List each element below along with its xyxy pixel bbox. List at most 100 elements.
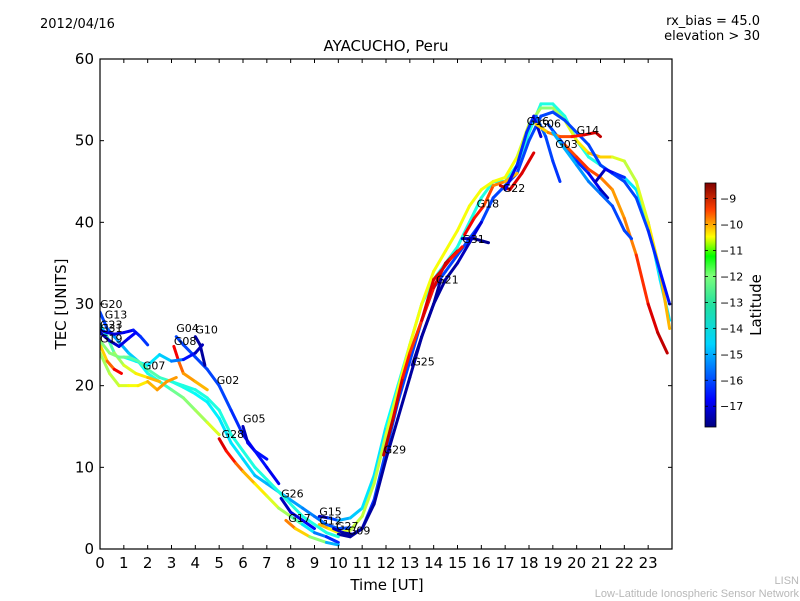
- track-segment: [467, 188, 483, 208]
- track-segment: [391, 376, 405, 420]
- track-segment: [448, 245, 464, 261]
- track-segment: [205, 400, 221, 420]
- track-segment: [324, 531, 340, 539]
- x-tick-label: 3: [167, 554, 177, 572]
- credit-lisn: LISN: [774, 575, 799, 587]
- satellite-label: G03: [555, 138, 578, 151]
- satellite-label: G27: [336, 520, 359, 533]
- x-tick-label: 4: [191, 554, 201, 572]
- track-segment: [432, 249, 448, 273]
- x-tick-label: 23: [639, 554, 658, 572]
- track-segment: [420, 269, 436, 306]
- track-segment: [241, 457, 257, 477]
- track-segment: [396, 343, 412, 392]
- satellite-label: G22: [503, 182, 526, 195]
- track-segment: [193, 392, 209, 404]
- series-track-g08: [172, 344, 209, 392]
- track-segment: [229, 408, 245, 437]
- track-segment: [384, 416, 400, 461]
- x-tick-label: 22: [615, 554, 634, 572]
- track-segment: [134, 371, 150, 379]
- track-segment: [146, 376, 162, 384]
- track-segment: [234, 461, 245, 473]
- track-segment: [112, 331, 126, 336]
- track-segment: [587, 180, 602, 196]
- series-track-g26: [279, 496, 316, 531]
- y-tick-label: 20: [75, 377, 94, 395]
- satellite-label: G15: [319, 506, 342, 519]
- track-segment: [622, 159, 638, 183]
- satellite-label: G09: [348, 524, 371, 537]
- track-segment: [646, 302, 660, 335]
- track-segment: [108, 339, 121, 348]
- satellite-label: G13: [105, 309, 128, 322]
- x-tick-label: 2: [143, 554, 153, 572]
- track-segment: [217, 437, 228, 453]
- track-segment: [372, 433, 388, 486]
- satellite-label: G23: [100, 319, 123, 332]
- track-segment: [341, 531, 355, 536]
- track-segment: [420, 278, 436, 322]
- satellite-label: G21: [436, 274, 459, 287]
- colorbar-tick-label: −10: [720, 219, 743, 232]
- x-tick-label: 18: [519, 554, 538, 572]
- track-segment: [372, 425, 388, 477]
- track-segment: [482, 184, 495, 208]
- satellite-label: G25: [412, 355, 435, 368]
- x-tick-label: 15: [448, 554, 467, 572]
- track-segment: [432, 269, 443, 281]
- track-segment: [534, 122, 550, 134]
- track-segment: [432, 278, 443, 306]
- track-segment: [193, 343, 204, 355]
- track-segment: [308, 535, 328, 544]
- satellite-label: G06: [539, 118, 562, 131]
- track-segment: [122, 363, 138, 375]
- x-tick-label: 16: [472, 554, 491, 572]
- satellite-label: G31: [100, 322, 123, 335]
- track-segment: [360, 474, 376, 510]
- track-segment: [119, 343, 131, 355]
- track-segment: [146, 380, 159, 392]
- track-segment: [241, 449, 257, 469]
- track-segment: [610, 155, 626, 163]
- y-tick-label: 40: [75, 213, 94, 231]
- track-segment: [100, 339, 112, 355]
- track-segment: [193, 408, 209, 424]
- track-segment: [332, 527, 345, 535]
- track-segment: [622, 229, 633, 241]
- track-segment: [613, 171, 626, 179]
- track-segment: [599, 175, 614, 192]
- x-tick-label: 20: [567, 554, 586, 572]
- track-segment: [401, 351, 412, 379]
- colorbar: −9 −10 −11 −12 −13 −14 −15 −16 −17 Latitude: [704, 182, 765, 428]
- track-segment: [525, 114, 536, 134]
- satellite-label: G29: [384, 443, 407, 456]
- track-segment: [105, 359, 116, 371]
- track-segment: [656, 331, 669, 355]
- track-segment: [277, 506, 293, 518]
- colorbar-label: Latitude: [747, 274, 765, 336]
- track-segment: [348, 506, 364, 520]
- track-segment: [265, 478, 281, 494]
- satellite-label: G28: [222, 428, 245, 441]
- track-segment: [503, 155, 519, 179]
- satellite-label: G18: [477, 198, 500, 211]
- satellite-label: G12: [319, 515, 342, 528]
- series-track-g28: [217, 437, 340, 544]
- track-segment: [563, 147, 579, 167]
- x-tick-label: 21: [591, 554, 610, 572]
- track-segment: [570, 133, 586, 139]
- track-segment: [408, 318, 424, 355]
- x-tick-label: 8: [286, 554, 296, 572]
- track-segment: [646, 229, 662, 273]
- colorbar-ticks: −9 −10 −11 −12 −13 −14 −15 −16 −17: [705, 193, 743, 413]
- x-tick-label: 5: [214, 554, 224, 572]
- elevation-label: elevation > 30: [664, 29, 760, 44]
- track-segment: [396, 376, 412, 420]
- track-segment: [479, 180, 495, 192]
- x-tick-label: 10: [329, 554, 348, 572]
- x-tick-label: 12: [376, 554, 395, 572]
- x-axis-label: Time [UT]: [349, 576, 423, 594]
- track-segment: [410, 335, 424, 367]
